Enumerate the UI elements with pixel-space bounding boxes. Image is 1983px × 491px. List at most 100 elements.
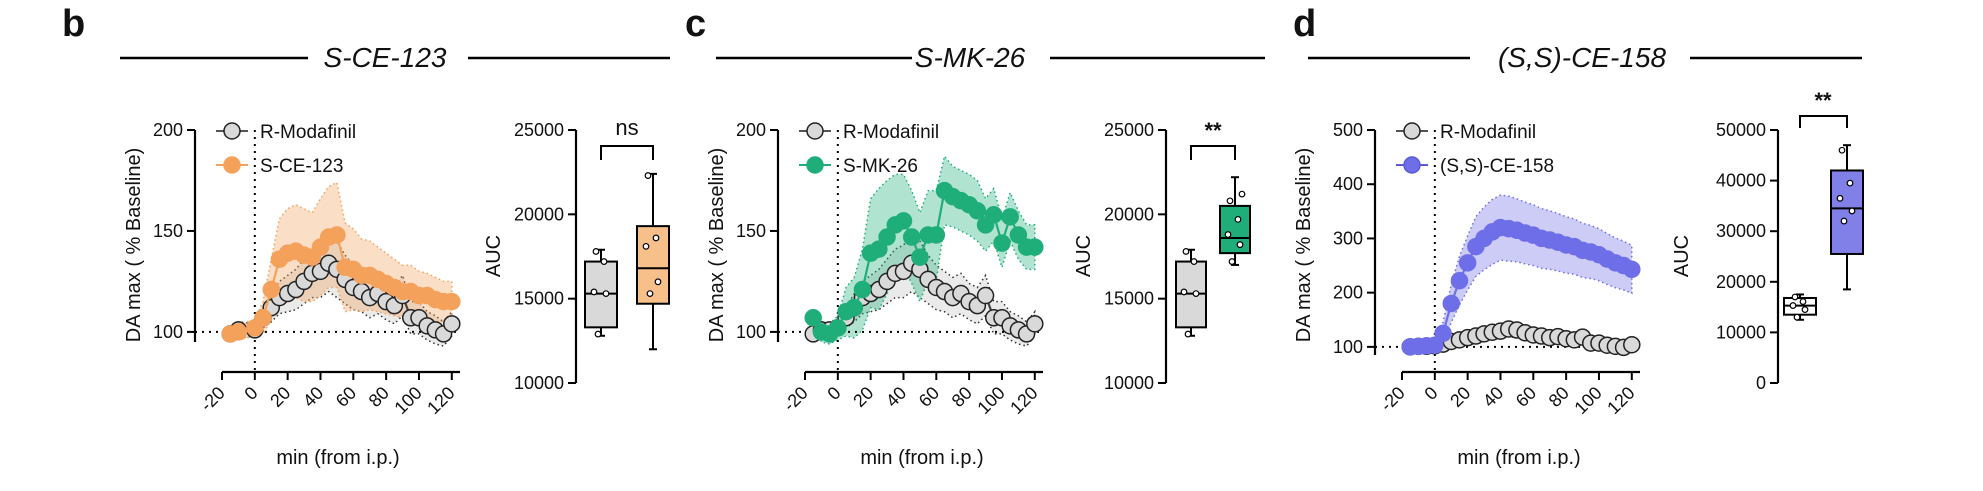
- box-point: [1838, 146, 1846, 154]
- chart-title: S-CE-123: [324, 42, 447, 73]
- significance-bracket: [1799, 115, 1848, 128]
- panel-letter-c: c: [685, 3, 706, 45]
- auc-tick-label: 15000: [514, 289, 564, 309]
- box-point: [644, 172, 652, 179]
- data-point-1: [853, 280, 872, 299]
- legend-marker-1: [806, 156, 824, 174]
- x-tick-label: -20: [779, 383, 812, 416]
- data-point-1: [911, 248, 929, 266]
- x-tick-label: 120: [1603, 383, 1638, 418]
- chart-title: S-MK-26: [915, 42, 1026, 73]
- data-point-0: [1026, 315, 1044, 333]
- y-axis-label: DA max ( % Baseline): [123, 148, 145, 343]
- auc-chart-c: 10000 15000 20000 25000 AUC **: [1073, 118, 1251, 393]
- x-tick-label: 0: [240, 383, 261, 404]
- chart-title: (S,S)-CE-158: [1498, 42, 1666, 73]
- y-tick-label: 200: [153, 120, 183, 140]
- y-tick-label: 150: [153, 221, 183, 241]
- data-point-1: [927, 226, 946, 244]
- x-tick-label: 60: [332, 383, 360, 411]
- significance-bracket: [600, 145, 654, 160]
- data-point-1: [1442, 294, 1460, 313]
- box-point: [646, 290, 654, 298]
- box-point: [652, 234, 660, 242]
- x-tick-label: -20: [1376, 383, 1409, 416]
- auc-tick-label: 50000: [1716, 120, 1766, 140]
- x-tick-label: 20: [849, 383, 877, 411]
- x-tick-label: -20: [196, 383, 229, 416]
- legend-marker-1: [1403, 156, 1421, 174]
- data-point-1: [1001, 208, 1019, 226]
- legend-marker-1: [223, 156, 241, 174]
- box-point: [1184, 330, 1192, 338]
- box-point: [1180, 288, 1188, 296]
- x-tick-label: 20: [1446, 383, 1474, 411]
- data-point-1: [804, 309, 822, 327]
- box-1: [1219, 204, 1251, 255]
- y-tick-label: 100: [153, 322, 183, 342]
- y-axis-label: DA max ( % Baseline): [1293, 148, 1315, 343]
- box-point: [1840, 217, 1848, 225]
- y-ticks: 100 200 300 400 500: [1333, 120, 1375, 357]
- auc-tick-label: 0: [1756, 373, 1766, 393]
- x-tick-label: 40: [299, 383, 327, 411]
- auc-tick-label: 20000: [1104, 204, 1154, 224]
- data-point-1: [1434, 324, 1452, 343]
- legend-marker-0: [806, 122, 824, 140]
- legend-marker-0: [1403, 122, 1421, 140]
- x-tick-label: 80: [948, 383, 976, 411]
- box-1: [636, 225, 670, 305]
- legend-label-1: (S,S)-CE-158: [1440, 156, 1554, 177]
- significance-label: ns: [615, 115, 638, 140]
- x-tick-label: 100: [973, 383, 1008, 418]
- data-point-1: [968, 202, 987, 220]
- x-tick-label: 0: [823, 383, 844, 404]
- data-point-1: [1623, 260, 1641, 279]
- auc-y-axis-label: AUC: [1671, 235, 1693, 277]
- legend: R-Modafinil (S,S)-CE-158: [1396, 122, 1554, 177]
- x-axis-label: min (from i.p.): [276, 447, 399, 469]
- y-tick-label: 500: [1333, 120, 1363, 140]
- legend-label-0: R-Modafinil: [260, 122, 356, 143]
- significance-label: **: [1814, 88, 1832, 113]
- series-layer: [1401, 218, 1641, 357]
- data-point-1: [870, 240, 888, 258]
- box-point: [1192, 290, 1200, 298]
- auc-chart-b: 10000 15000 20000 25000 AUC ns: [483, 115, 670, 393]
- x-tick-label: 40: [882, 383, 910, 411]
- data-point-1: [878, 228, 896, 246]
- box-point: [1836, 194, 1844, 202]
- box-point: [1224, 231, 1232, 238]
- series-layer: [804, 181, 1044, 343]
- auc-y-ticks: 0 10000 20000 30000 40000 50000: [1716, 120, 1778, 393]
- data-point-1: [1458, 254, 1477, 272]
- data-point-1: [902, 228, 921, 246]
- box-point: [1234, 215, 1242, 223]
- data-point-1: [443, 292, 461, 311]
- data-point-1: [328, 226, 346, 244]
- box-point: [1846, 179, 1854, 187]
- x-tick-label: 80: [1545, 383, 1573, 411]
- auc-tick-label: 10000: [1716, 322, 1766, 342]
- auc-tick-label: 10000: [514, 373, 564, 393]
- y-axis-label: DA max ( % Baseline): [706, 148, 728, 343]
- box-point: [642, 242, 650, 250]
- data-point-1: [894, 212, 913, 230]
- box-point: [1238, 190, 1246, 198]
- x-tick-label: 0: [1420, 383, 1441, 404]
- data-point-1: [262, 280, 280, 299]
- y-ticks: 100 150 200: [736, 120, 778, 342]
- auc-y-ticks: 10000 15000 20000 25000: [514, 120, 576, 393]
- data-point-1: [1426, 336, 1444, 354]
- data-point-1: [829, 319, 847, 337]
- auc-y-axis-label: AUC: [1073, 235, 1095, 277]
- x-tick-label: 20: [266, 383, 294, 411]
- box-point: [1226, 197, 1234, 205]
- auc-boxes: [1175, 176, 1251, 338]
- box-point: [1190, 258, 1198, 265]
